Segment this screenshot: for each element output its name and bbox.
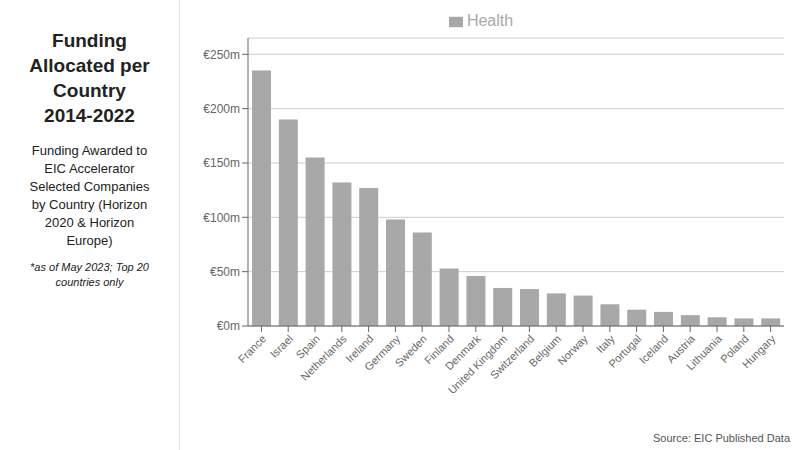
html-text:2020 & Horizon: 2020 & Horizon [44, 215, 135, 230]
svg-text:Israel: Israel [268, 332, 296, 360]
html-text:*as of May 2023; Top 20: *as of May 2023; Top 20 [30, 261, 149, 273]
svg-text:Lithuania: Lithuania [684, 332, 725, 373]
html-text:countries only: countries only [55, 276, 124, 288]
svg-text:€200m: €200m [203, 102, 240, 116]
html-text:Country: Country [53, 80, 126, 101]
svg-text:Denmark: Denmark [442, 332, 483, 373]
html-text:by Country (Horizon: by Country (Horizon [31, 197, 148, 212]
html-text:Selected Companies: Selected Companies [29, 179, 150, 194]
svg-text:Switzerland: Switzerland [487, 332, 537, 382]
html-text:EIC Accelerator: EIC Accelerator [44, 161, 135, 176]
svg-text:€150m: €150m [203, 156, 240, 170]
svg-text:€50m: €50m [210, 265, 240, 279]
svg-text:€0m: €0m [217, 319, 240, 333]
html-text:Funding Awarded to: Funding Awarded to [31, 143, 148, 158]
svg-text:Poland: Poland [718, 332, 751, 366]
svg-text:Spain: Spain [293, 332, 322, 361]
svg-text:Netherlands: Netherlands [298, 332, 349, 383]
svg-text:Portugal: Portugal [606, 332, 643, 369]
svg-text:Austria: Austria [664, 332, 698, 366]
svg-text:Norway: Norway [555, 332, 590, 367]
svg-text:United Kingdom: United Kingdom [445, 332, 510, 397]
html-text:Europe): Europe) [66, 233, 113, 248]
svg-text:Iceland: Iceland [637, 332, 671, 366]
svg-text:Germany: Germany [362, 332, 403, 373]
html-text:Health: Health [466, 12, 514, 29]
svg-text:Sweden: Sweden [393, 332, 430, 369]
svg-text:€250m: €250m [203, 48, 240, 62]
svg-text:Hungary: Hungary [740, 332, 778, 370]
svg-text:Italy: Italy [594, 332, 617, 355]
svg-text:€100m: €100m [203, 211, 240, 225]
svg-text:Belgium: Belgium [527, 332, 564, 369]
html-text:Allocated per: Allocated per [29, 55, 150, 76]
svg-text:Ireland: Ireland [343, 332, 376, 365]
svg-text:France: France [236, 332, 269, 365]
html-text:Source: EIC Published Data: Source: EIC Published Data [653, 432, 790, 444]
html-text:2014-2022: 2014-2022 [44, 105, 135, 126]
svg-text:Finland: Finland [421, 332, 456, 367]
html-text:Funding: Funding [52, 30, 127, 51]
